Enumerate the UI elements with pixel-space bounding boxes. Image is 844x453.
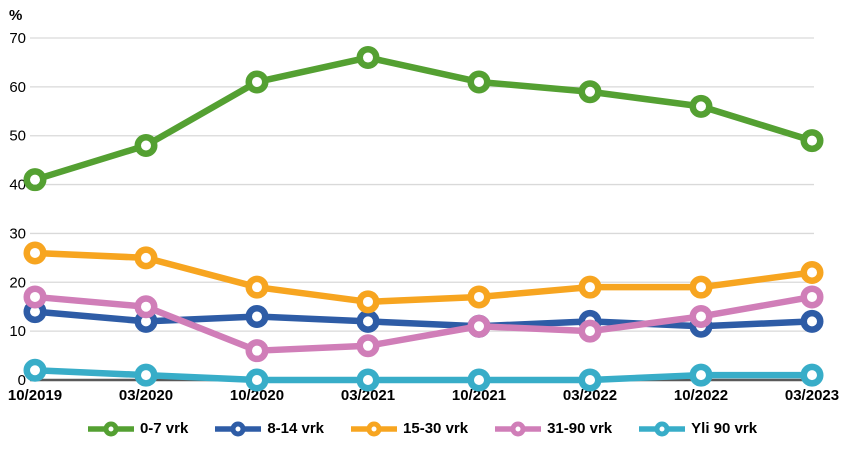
data-point-0-7-vrk-03/2022 <box>578 80 602 104</box>
x-tick-label: 03/2022 <box>563 387 617 404</box>
y-tick-label: 50 <box>9 128 26 145</box>
y-tick-label: 30 <box>9 225 26 242</box>
legend-item-8-14-vrk: 8-14 vrk <box>214 420 324 437</box>
data-point-yli-90-vrk-03/2021 <box>356 368 380 392</box>
legend-item-31-90-vrk: 31-90 vrk <box>494 420 612 437</box>
data-point-15-30-vrk-03/2020 <box>134 246 158 270</box>
legend-label: Yli 90 vrk <box>691 420 758 437</box>
data-point-8-14-vrk-03/2021 <box>356 309 380 333</box>
legend-line-marker-icon <box>215 421 262 436</box>
data-point-15-30-vrk-10/2020 <box>245 275 269 299</box>
legend-line-marker-icon <box>495 421 542 436</box>
y-tick-label: 70 <box>9 30 26 47</box>
data-point-yli-90-vrk-03/2020 <box>134 363 158 387</box>
legend-label: 0-7 vrk <box>139 420 189 437</box>
legend-item-yli-90-vrk: Yli 90 vrk <box>638 420 757 437</box>
series-line-8-14-vrk <box>34 308 813 330</box>
legend-label: 8-14 vrk <box>267 420 325 437</box>
data-point-0-7-vrk-10/2021 <box>467 70 491 94</box>
x-tick-label: 10/2021 <box>452 387 506 404</box>
data-point-yli-90-vrk-10/2020 <box>245 368 269 392</box>
data-point-yli-90-vrk-10/2021 <box>467 368 491 392</box>
x-tick-label: 10/2022 <box>674 387 728 404</box>
data-point-15-30-vrk-03/2021 <box>356 290 380 314</box>
data-point-0-7-vrk-03/2021 <box>356 46 380 70</box>
data-point-15-30-vrk-10/2019 <box>23 241 47 265</box>
legend-line-marker-icon <box>351 421 398 436</box>
data-point-31-90-vrk-03/2020 <box>134 295 158 319</box>
y-tick-label: 40 <box>9 177 26 194</box>
series-line-0-7-vrk <box>34 54 813 183</box>
data-point-yli-90-vrk-03/2023 <box>800 363 824 387</box>
x-tick-label: 03/2023 <box>785 387 839 404</box>
legend-line-marker-icon <box>639 421 686 436</box>
data-point-0-7-vrk-10/2019 <box>23 168 47 192</box>
y-tick-label: 10 <box>9 323 26 340</box>
legend-item-15-30-vrk: 15-30 vrk <box>350 420 468 437</box>
data-point-31-90-vrk-03/2023 <box>800 285 824 309</box>
y-axis-title: % <box>9 7 22 24</box>
data-point-31-90-vrk-10/2019 <box>23 285 47 309</box>
x-tick-label: 03/2021 <box>341 387 395 404</box>
plot-area: 0 10 20 30 40 50 60 70% 10/2019 03/2020 10/2020 03/… <box>8 7 839 404</box>
series-line-31-90-vrk <box>34 293 813 354</box>
data-point-15-30-vrk-03/2022 <box>578 275 602 299</box>
legend-line-marker-icon <box>87 421 134 436</box>
data-point-31-90-vrk-03/2022 <box>578 319 602 343</box>
legend-label: 15-30 vrk <box>403 420 469 437</box>
data-point-yli-90-vrk-10/2022 <box>689 363 713 387</box>
data-point-0-7-vrk-03/2020 <box>134 133 158 157</box>
legend-item-0-7-vrk: 0-7 vrk <box>87 420 188 437</box>
x-tick-label: 03/2020 <box>119 387 173 404</box>
series-line-15-30-vrk <box>34 249 813 306</box>
y-tick-label: 20 <box>9 274 26 291</box>
data-point-15-30-vrk-10/2022 <box>689 275 713 299</box>
y-tick-label: 60 <box>9 79 26 96</box>
data-point-0-7-vrk-03/2023 <box>800 129 824 153</box>
chart-legend: 0-7 vrk 8-14 vrk 15-30 vrk 31-90 vrk <box>0 420 844 437</box>
data-point-31-90-vrk-10/2021 <box>467 314 491 338</box>
legend-label: 31-90 vrk <box>547 420 613 437</box>
data-point-0-7-vrk-10/2020 <box>245 70 269 94</box>
series-line-yli-90-vrk <box>34 366 812 384</box>
data-point-0-7-vrk-10/2022 <box>689 94 713 118</box>
data-point-yli-90-vrk-03/2022 <box>578 368 602 392</box>
y-tick-label: 0 <box>18 372 26 389</box>
x-tick-label: 10/2019 <box>8 387 62 404</box>
data-point-8-14-vrk-10/2020 <box>245 304 269 328</box>
data-point-yli-90-vrk-10/2019 <box>23 358 47 382</box>
data-point-15-30-vrk-03/2023 <box>800 261 824 285</box>
data-point-31-90-vrk-10/2022 <box>689 304 713 328</box>
data-point-31-90-vrk-03/2021 <box>356 334 380 358</box>
data-point-31-90-vrk-10/2020 <box>245 339 269 363</box>
data-point-15-30-vrk-10/2021 <box>467 285 491 309</box>
x-tick-label: 10/2020 <box>230 387 284 404</box>
data-point-8-14-vrk-03/2023 <box>800 309 824 333</box>
